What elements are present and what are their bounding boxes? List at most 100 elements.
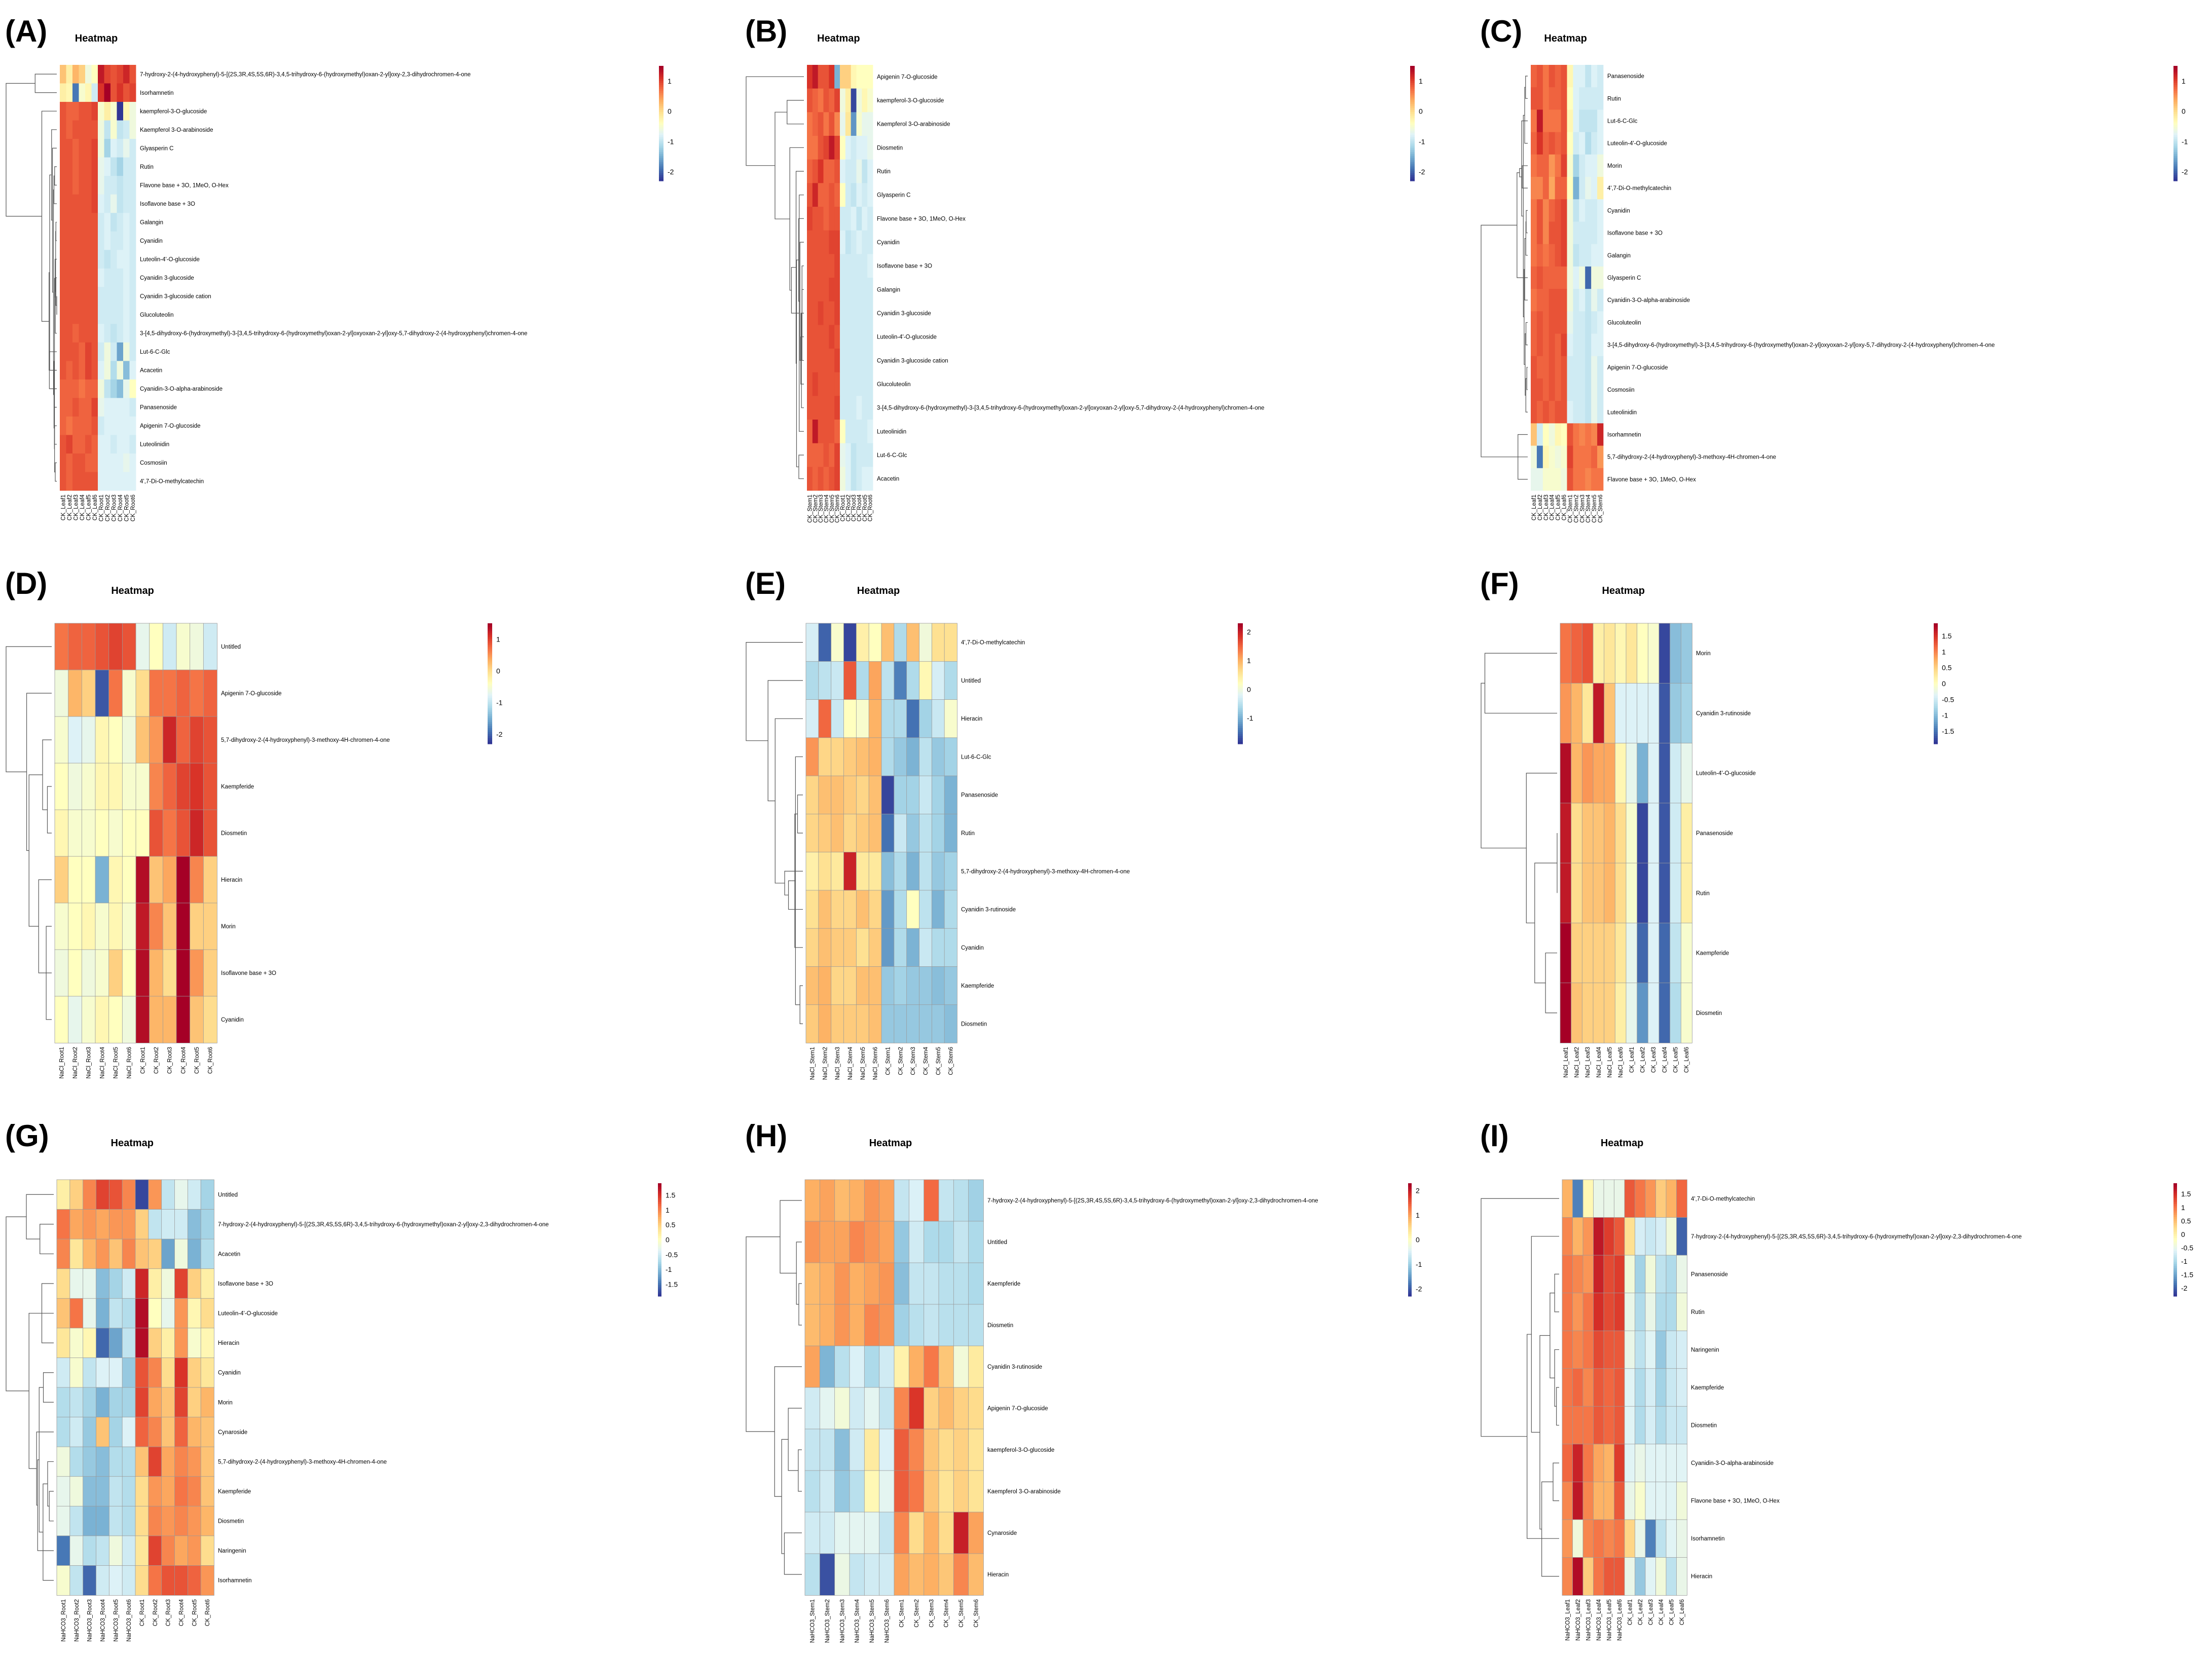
heatmap-cell — [856, 699, 869, 738]
row-label: Cyanidin 3-glucoside — [140, 275, 194, 281]
heatmap-cell — [1579, 177, 1586, 200]
heatmap-cell — [66, 213, 73, 232]
heatmap-cell — [60, 379, 66, 398]
heatmap-cell — [1597, 109, 1604, 133]
heatmap-cell — [845, 349, 852, 373]
dendrogram-branch — [1524, 87, 1528, 144]
heatmap-cell — [1658, 923, 1671, 984]
heatmap-cell — [819, 1428, 835, 1471]
legend-gradient-step — [488, 641, 492, 644]
legend-gradient-step — [659, 160, 663, 162]
heatmap-cell — [812, 88, 819, 112]
legend-gradient-step — [1934, 661, 1938, 664]
heatmap-cell — [187, 1328, 201, 1359]
heatmap-cell — [1626, 983, 1638, 1043]
legend-tick-label: 0.5 — [2181, 1217, 2191, 1225]
legend-gradient-step — [1408, 1279, 1412, 1282]
legend-gradient-step — [1408, 1275, 1412, 1278]
legend-gradient-step — [1410, 144, 1415, 147]
heatmap-cell — [862, 254, 868, 278]
legend-gradient-step — [1410, 104, 1415, 107]
heatmap-cell — [187, 1565, 201, 1596]
legend-gradient-step — [1408, 1285, 1412, 1288]
column-label: CK_Root5 — [194, 1047, 200, 1074]
heatmap-cell — [1676, 1255, 1687, 1294]
column-label: CK_Leaf6 — [1679, 1599, 1685, 1625]
heatmap-cell — [161, 1417, 175, 1447]
legend-gradient-step — [1410, 81, 1415, 84]
heatmap-cell — [845, 254, 852, 278]
row-label: Isorhamnetin — [218, 1578, 251, 1584]
legend-gradient-step — [488, 736, 492, 738]
row-label: kaempferol-3-O-glucoside — [877, 98, 944, 104]
heatmap-cell — [1645, 1217, 1656, 1256]
heatmap-cell — [818, 349, 824, 373]
heatmap-cell — [129, 250, 136, 269]
legend-gradient-step — [659, 111, 663, 115]
legend-gradient-step — [488, 667, 492, 670]
heatmap-cell — [79, 120, 86, 139]
heatmap-cell — [108, 856, 123, 903]
row-label: Cyanidin-3-O-alpha-arabinoside — [1607, 297, 1690, 304]
legend-gradient-step — [1408, 1224, 1412, 1227]
column-label: CK_Root2 — [153, 1599, 159, 1626]
heatmap-cell — [91, 472, 98, 491]
heatmap-cell — [843, 1004, 857, 1043]
legend-gradient-step — [1410, 111, 1415, 115]
legend-gradient-step — [1238, 705, 1243, 708]
heatmap-cell — [56, 1179, 70, 1210]
legend-gradient-step — [658, 1211, 661, 1214]
heatmap-cell — [79, 139, 86, 158]
legend-gradient-step — [2173, 91, 2178, 93]
legend-gradient-step — [488, 720, 492, 722]
heatmap-cell — [108, 1298, 123, 1329]
panel-label: (B) — [745, 14, 787, 48]
heatmap-cell — [1549, 378, 1556, 401]
legend-gradient-step — [1408, 1183, 1412, 1186]
heatmap-cell — [1624, 1293, 1636, 1331]
legend-tick-label: 0 — [1416, 1236, 1420, 1244]
heatmap-cell — [104, 416, 111, 435]
legend-gradient-step — [2173, 1224, 2177, 1227]
panel-label: (F) — [1480, 567, 1519, 600]
legend-gradient-step — [488, 625, 492, 628]
heatmap-cell — [135, 996, 150, 1043]
column-label: NaCl_Root5 — [113, 1047, 119, 1079]
legend-gradient-step — [1238, 655, 1243, 658]
heatmap-cell — [122, 1476, 136, 1507]
legend-gradient-step — [1238, 659, 1243, 662]
row-label: Cyanidin-3-O-alpha-arabinoside — [140, 386, 223, 392]
legend-gradient-step — [488, 701, 492, 704]
heatmap-cell — [879, 1304, 895, 1346]
legend-gradient-step — [2173, 1292, 2177, 1295]
heatmap-cell — [122, 1328, 136, 1359]
legend-gradient-step — [1934, 659, 1938, 662]
row-label: Kaempferide — [987, 1281, 1020, 1287]
heatmap-cell — [1676, 1368, 1687, 1407]
dendrogram-branch — [1484, 653, 1557, 714]
legend-tick-label: 1 — [496, 635, 500, 643]
legend-gradient-step — [488, 629, 492, 632]
heatmap-cell — [804, 1428, 821, 1471]
legend-gradient-step — [1410, 177, 1415, 179]
heatmap-cell — [807, 159, 813, 183]
heatmap-cell — [1579, 356, 1586, 379]
heatmap-cell — [203, 996, 217, 1043]
legend-gradient-step — [1238, 738, 1243, 740]
heatmap-cell — [919, 813, 933, 853]
legend-gradient-step — [659, 66, 663, 68]
heatmap-cell — [1579, 445, 1586, 469]
column-label: CK_Leaf1 — [60, 495, 66, 520]
heatmap-cell — [149, 809, 164, 857]
heatmap-cell — [1549, 333, 1556, 357]
legend-gradient-step — [1408, 1198, 1412, 1201]
heatmap-cell — [68, 856, 83, 903]
legend-gradient-step — [658, 1185, 661, 1188]
legend-gradient-step — [2173, 1262, 2177, 1265]
legend-gradient-step — [1934, 709, 1938, 712]
heatmap-cell — [1597, 87, 1604, 110]
legend-gradient-step — [658, 1255, 661, 1257]
legend-gradient-step — [2173, 1202, 2177, 1204]
heatmap-cell — [95, 856, 109, 903]
heatmap-cell — [823, 325, 829, 349]
